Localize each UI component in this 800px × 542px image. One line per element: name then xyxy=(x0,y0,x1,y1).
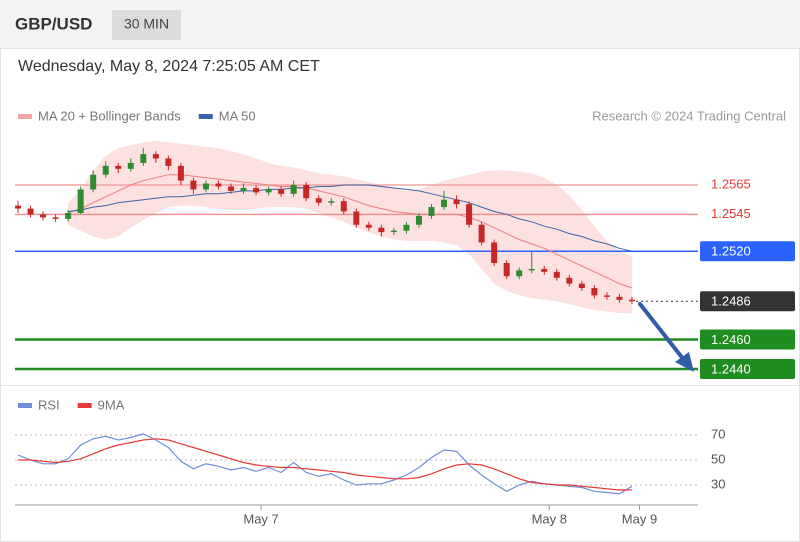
candle-body xyxy=(328,201,335,203)
timeframe-badge xyxy=(112,10,181,40)
candle-body xyxy=(152,154,159,159)
legend-label: MA 50 xyxy=(219,108,256,123)
candle-body xyxy=(591,288,598,296)
candle-body xyxy=(253,187,260,193)
candle-body xyxy=(466,204,473,225)
candle-body xyxy=(240,187,247,191)
ma-line xyxy=(68,184,633,252)
level-label: 1.2486 xyxy=(711,294,751,309)
level-badge xyxy=(700,329,795,350)
candle-body xyxy=(228,186,235,191)
legend-swatch xyxy=(18,403,32,408)
y-tick-label: 50 xyxy=(711,451,725,466)
candle-body xyxy=(115,165,122,169)
candle-body xyxy=(65,212,72,219)
candle-body xyxy=(265,189,272,193)
candle-body xyxy=(102,165,109,175)
candle-body xyxy=(415,215,422,225)
arrow-shaft xyxy=(638,302,686,362)
candle-body xyxy=(378,227,385,233)
price-panel: MA 20 + Bollinger Bands MA 50 1.2565 1.2545… xyxy=(15,108,795,379)
candle-body xyxy=(503,263,510,277)
candle-body xyxy=(27,208,34,215)
level-badge xyxy=(700,291,795,312)
candle-body xyxy=(616,296,623,300)
level-badge xyxy=(700,358,795,379)
candle-body xyxy=(478,224,485,243)
candle-body xyxy=(390,230,397,233)
candle-body xyxy=(453,199,460,205)
x-tick-label: May 7 xyxy=(243,511,278,526)
candle-body xyxy=(90,174,97,190)
source: Research © 2024 Trading Central xyxy=(592,108,786,123)
candle-body xyxy=(353,211,360,225)
forecast-arrow xyxy=(638,302,694,372)
candle-body xyxy=(52,217,59,219)
legend-swatch xyxy=(18,114,32,119)
rsi-panel: RSI 9MA 30 50 70 May 7 May 8 May 9 xyxy=(15,397,725,526)
symbol: GBP/USD xyxy=(15,14,92,33)
legend-label: MA 20 + Bollinger Bands xyxy=(38,108,181,123)
arrow-head xyxy=(675,352,694,372)
candle-body xyxy=(190,180,197,190)
candle-body xyxy=(441,199,448,208)
candle-body xyxy=(566,277,573,284)
candle-body xyxy=(516,270,523,277)
candle-body xyxy=(303,185,310,199)
candle-body xyxy=(365,224,372,228)
candle-body xyxy=(215,183,222,187)
candle-body xyxy=(315,198,322,203)
candle-body xyxy=(578,283,585,289)
candle-body xyxy=(202,183,209,190)
candle-body xyxy=(403,224,410,231)
candle-body xyxy=(541,268,548,272)
legend-swatch xyxy=(198,114,213,119)
candle-body xyxy=(491,242,498,264)
candle-body xyxy=(553,271,560,278)
candle-body xyxy=(177,165,184,181)
level-label: 1.2565 xyxy=(711,176,751,191)
level-badge xyxy=(700,241,795,262)
level-label: 1.2460 xyxy=(711,332,751,347)
timestamp: Wednesday, May 8, 2024 7:25:05 AM CET xyxy=(18,58,320,75)
bollinger-band xyxy=(68,140,633,314)
legend-swatch xyxy=(77,403,92,408)
candle-body xyxy=(40,214,47,218)
candle-body xyxy=(140,154,147,163)
candle-body xyxy=(340,201,347,212)
candle-body xyxy=(428,207,435,216)
timeframe: 30 MIN xyxy=(124,16,169,32)
candle-body xyxy=(77,189,84,213)
candle-body xyxy=(278,189,285,194)
y-tick-label: 30 xyxy=(711,476,725,491)
ma-line xyxy=(67,174,633,289)
candle-body xyxy=(127,162,134,169)
candle-body xyxy=(15,205,22,209)
legend-label: 9MA xyxy=(98,397,125,412)
y-tick-label: 70 xyxy=(711,426,725,441)
legend-label: RSI xyxy=(38,397,60,412)
level-label: 1.2440 xyxy=(711,361,751,376)
x-tick-label: May 9 xyxy=(622,511,657,526)
candle-body xyxy=(628,299,635,302)
candle-body xyxy=(603,295,610,297)
candle-body xyxy=(290,185,297,194)
level-label: 1.2545 xyxy=(711,206,751,221)
x-tick-label: May 8 xyxy=(532,511,567,526)
candle-body xyxy=(528,268,535,271)
rsi-line xyxy=(18,438,632,491)
candle-body xyxy=(165,158,172,166)
level-label: 1.2520 xyxy=(711,244,751,259)
